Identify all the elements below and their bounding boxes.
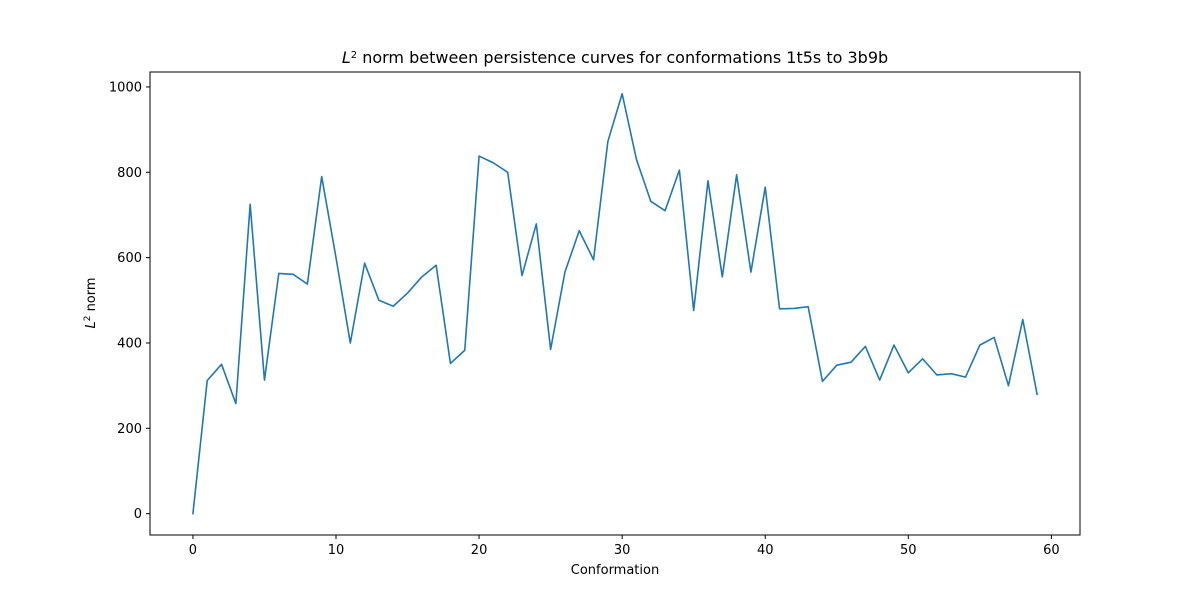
x-tick-label: 30 — [614, 543, 631, 558]
y-tick-label: 400 — [117, 336, 142, 351]
plot-area — [192, 92, 1039, 515]
chart-title: L2 norm between persistence curves for c… — [342, 48, 888, 67]
x-tick-label: 60 — [1043, 543, 1060, 558]
y-tick-label: 0 — [134, 507, 142, 522]
x-tick-label: 50 — [900, 543, 917, 558]
x-tick-label: 10 — [328, 543, 345, 558]
y-tick-label: 1000 — [109, 80, 142, 95]
y-tick-label: 600 — [117, 251, 142, 266]
y-tick-label: 200 — [117, 422, 142, 437]
x-axis-label: Conformation — [571, 563, 659, 578]
x-tick-label: 0 — [189, 543, 197, 558]
axes-frame — [149, 71, 1081, 536]
y-tick-label: 800 — [117, 166, 142, 181]
x-tick-label: 20 — [471, 543, 488, 558]
x-tick-label: 40 — [757, 543, 774, 558]
y-axis-label: L2 norm — [83, 277, 99, 328]
series-line-0 — [192, 92, 1039, 515]
